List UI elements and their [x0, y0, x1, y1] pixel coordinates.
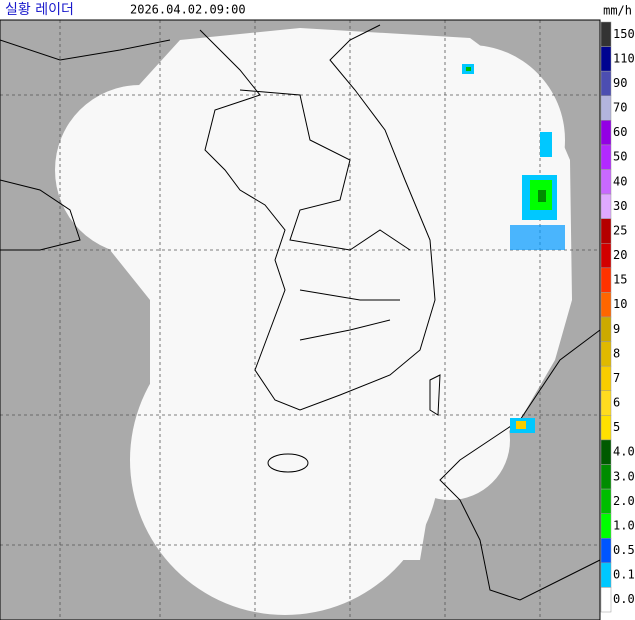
legend-label: 0.5	[613, 543, 635, 557]
legend-label: 6	[613, 396, 620, 410]
legend-swatch	[600, 587, 612, 613]
grid-lines	[0, 20, 600, 620]
legend: 150 110 90 70 60 50 40 30 25 20 15 10 9 8 7 6 5 4.0 3.0 2.0…	[600, 21, 635, 613]
legend-unit: mm/h	[603, 4, 632, 18]
legend-swatch	[600, 120, 612, 146]
legend-swatch	[600, 365, 612, 391]
legend-label: 2.0	[613, 494, 635, 508]
legend-swatch	[600, 513, 612, 539]
legend-label: 10	[613, 297, 627, 311]
timestamp: 2026.04.02.09:00	[130, 3, 246, 17]
legend-label: 50	[613, 150, 627, 164]
legend-swatch	[600, 292, 612, 318]
legend-swatch	[600, 46, 612, 72]
legend-label: 1.0	[613, 518, 635, 532]
legend-label: 30	[613, 199, 627, 213]
legend-swatch	[600, 218, 612, 244]
legend-swatch	[600, 243, 612, 269]
legend-swatch	[600, 169, 612, 195]
legend-label: 110	[613, 51, 635, 65]
header-bar	[0, 0, 635, 20]
radar-coverage	[55, 28, 572, 615]
legend-label: 0.0	[613, 592, 635, 606]
legend-swatch	[600, 390, 612, 416]
legend-swatch	[600, 70, 612, 96]
legend-swatch	[600, 21, 612, 47]
legend-label: 3.0	[613, 469, 635, 483]
legend-label: 4.0	[613, 445, 635, 459]
echoes	[462, 64, 565, 433]
legend-swatch	[600, 488, 612, 514]
map-border	[0, 19, 601, 620]
legend-swatch	[600, 562, 612, 588]
legend-swatch	[600, 439, 612, 465]
legend-swatch	[600, 267, 612, 293]
legend-label: 20	[613, 248, 627, 262]
map	[0, 19, 601, 620]
legend-swatch	[600, 464, 612, 490]
legend-label: 8	[613, 346, 620, 360]
legend-swatch	[600, 316, 612, 342]
legend-label: 90	[613, 76, 627, 90]
legend-label: 25	[613, 223, 627, 237]
legend-label: 150	[613, 27, 635, 41]
legend-swatch	[600, 95, 612, 121]
legend-label: 60	[613, 125, 627, 139]
legend-label: 7	[613, 371, 620, 385]
legend-label: 9	[613, 322, 620, 336]
coastlines	[0, 24, 601, 601]
legend-swatch	[600, 538, 612, 564]
legend-label: 5	[613, 420, 620, 434]
legend-swatch	[600, 193, 612, 219]
legend-swatch	[600, 415, 612, 441]
legend-label: 70	[613, 101, 627, 115]
page-title: 실황 레이더	[5, 2, 74, 18]
legend-swatch	[600, 341, 612, 367]
legend-swatch	[600, 144, 612, 170]
legend-label: 15	[613, 273, 627, 287]
legend-label: 40	[613, 174, 627, 188]
legend-label: 0.1	[613, 568, 635, 582]
